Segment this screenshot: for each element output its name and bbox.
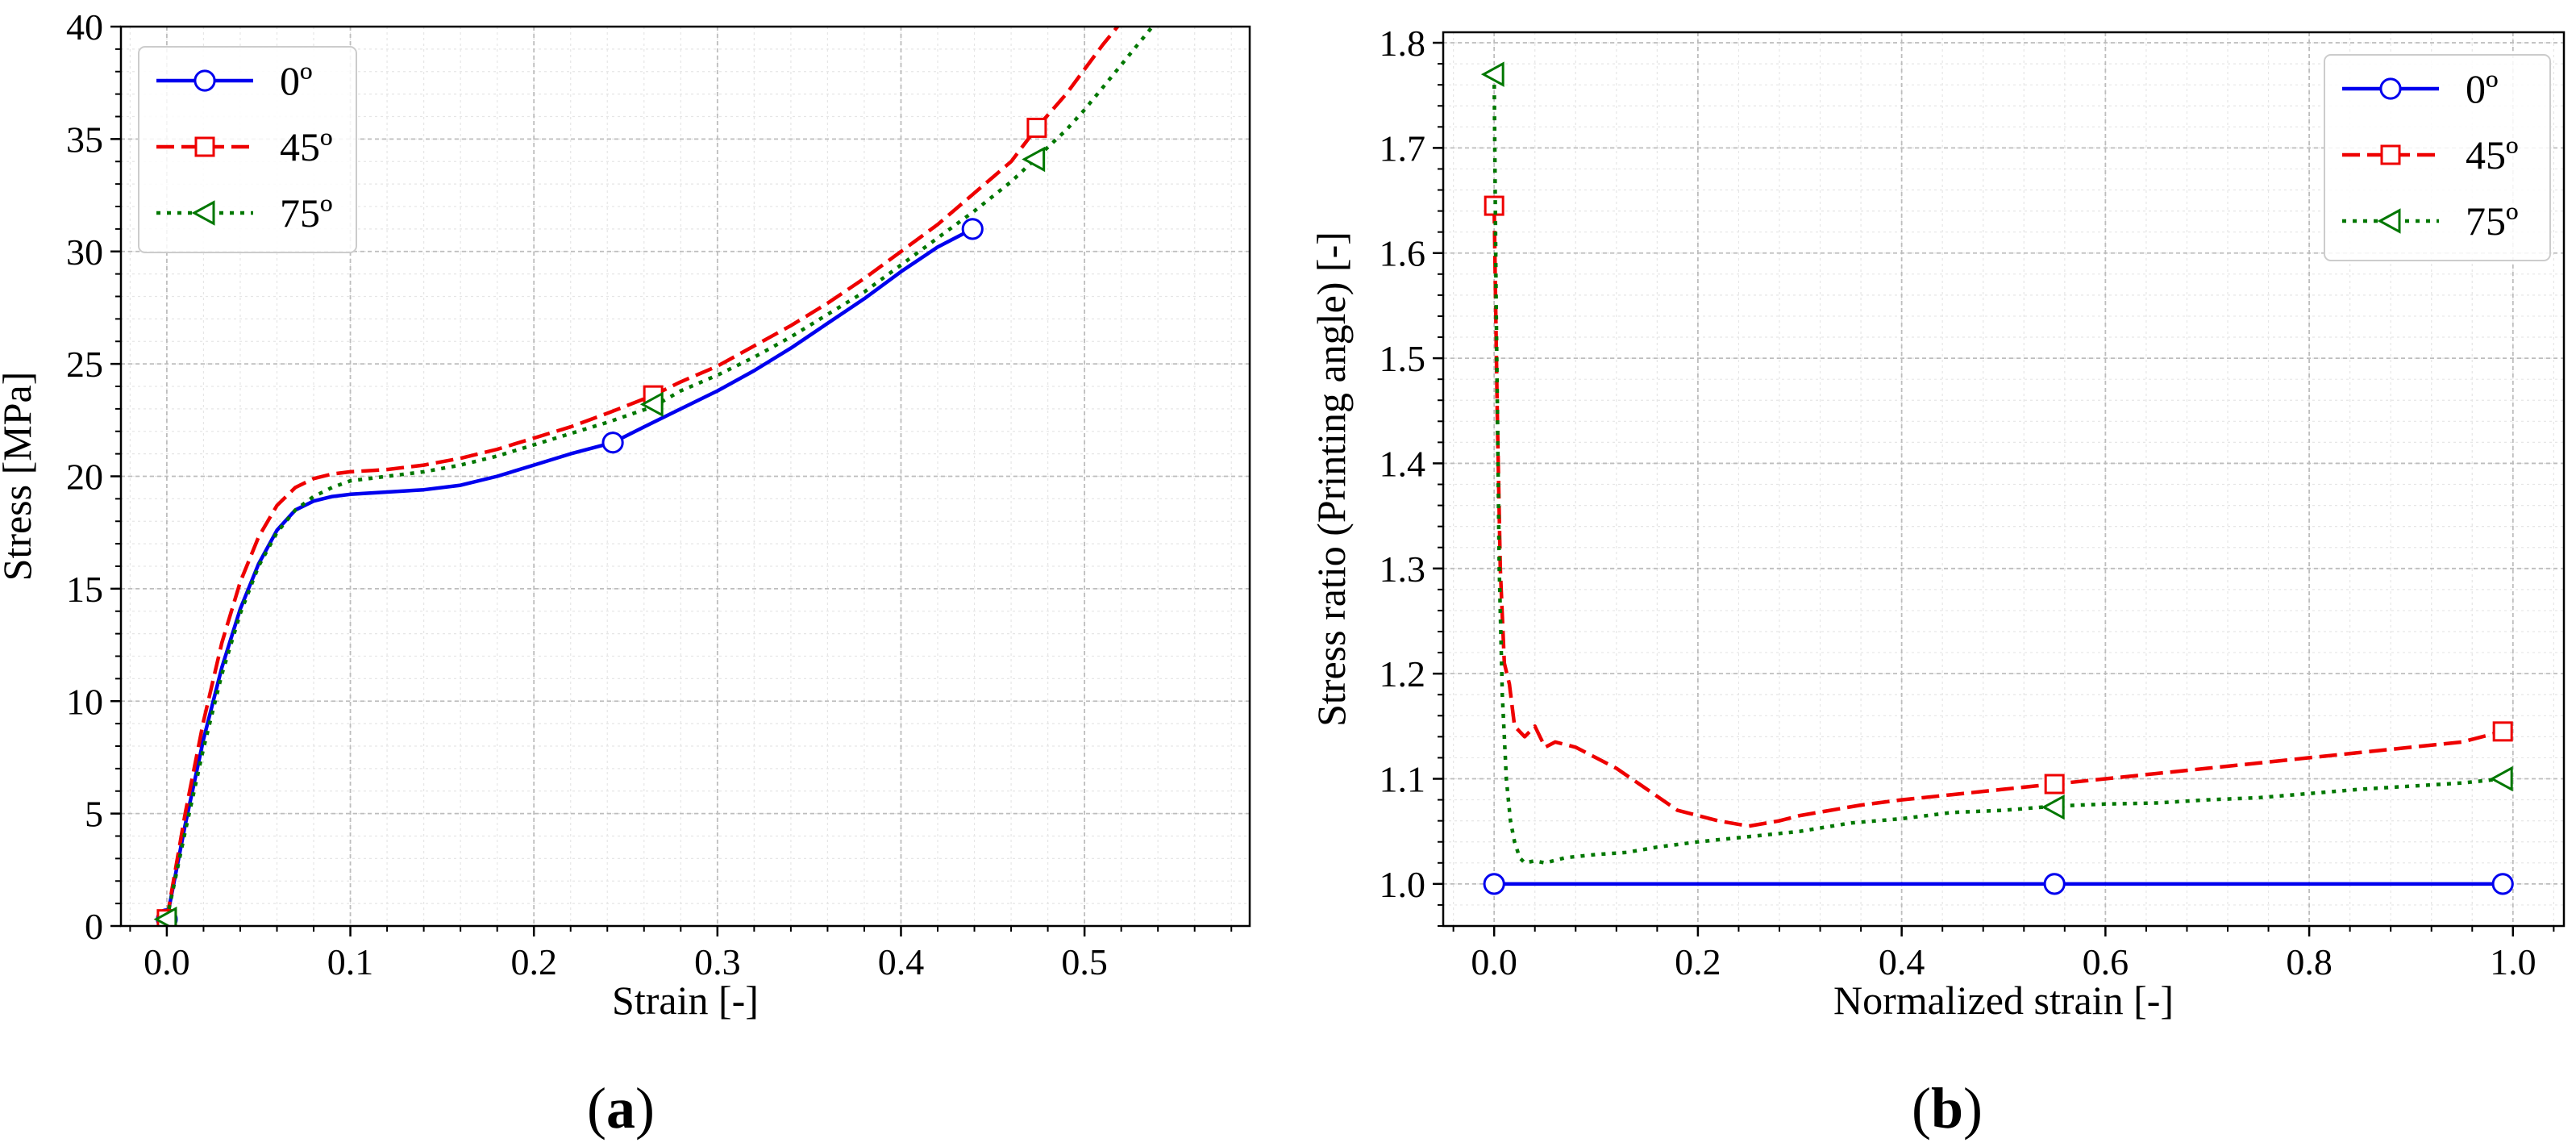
chart-a-x-tick-label: 0.0 xyxy=(144,941,190,982)
chart-b-series-line-75º xyxy=(1492,74,2503,865)
chart-b-x-tick-label: 0.2 xyxy=(1675,941,1721,982)
chart-b-y-tick-label: 1.6 xyxy=(1380,233,1426,274)
chart-a-y-tick-label: 15 xyxy=(66,569,103,610)
chart-a-legend-marker-1 xyxy=(194,136,215,157)
chart-b-y-tick-label: 1.1 xyxy=(1380,759,1426,800)
chart-b-legend-label-1: 45º xyxy=(2466,132,2519,177)
chart-a-marker-0-1 xyxy=(601,432,624,454)
chart-a-legend-box xyxy=(138,46,357,253)
chart-a-legend-label-1: 45º xyxy=(280,124,333,169)
chart-b-series-0 xyxy=(1483,873,2514,895)
chart-b-x-tick-label: 0.6 xyxy=(2083,941,2129,982)
chart-b-y-tick-label: 1.3 xyxy=(1380,548,1426,590)
chart-b-x-ticks: 0.0 0.2 0.4 0.6 0.8 1.0 xyxy=(1452,926,2555,982)
chart-b-marker-0-1 xyxy=(2043,873,2066,895)
chart-a-marker-0-2 xyxy=(961,218,984,240)
chart-a-legend-label-0: 0º xyxy=(280,58,313,103)
chart-b-series-2 xyxy=(1480,61,2513,865)
chart-a-caption-close: ) xyxy=(635,1076,655,1141)
chart-a-x-tick-label: 0.3 xyxy=(694,941,741,982)
chart-b-x-tick-label: 1.0 xyxy=(2490,941,2536,982)
chart-b-x-tick-label: 0.8 xyxy=(2286,941,2333,982)
chart-b-series-line-45º xyxy=(1492,206,2503,828)
chart-a-series-line-0º xyxy=(164,227,974,920)
chart-a-x-tick-label: 0.2 xyxy=(510,941,557,982)
chart-a-legend-marker-2 xyxy=(191,200,215,226)
chart-b-x-axis-label: Normalized strain [-] xyxy=(1833,978,2174,1023)
chart-b-y-tick-label: 1.8 xyxy=(1380,23,1426,64)
chart-b-y-tick-label: 1.5 xyxy=(1380,338,1426,379)
chart-a-y-axis-label: Stress [MPa] xyxy=(0,372,40,582)
chart-a-caption-open: ( xyxy=(587,1076,606,1141)
chart-a-y-tick-label: 20 xyxy=(66,457,103,498)
chart-b-marker-2-2 xyxy=(2489,765,2513,792)
chart-a-marker-1-2 xyxy=(1026,117,1047,138)
chart-a-marker-2-2 xyxy=(1022,146,1046,173)
chart-b-grid xyxy=(1443,32,2564,927)
chart-b-legend-marker-1 xyxy=(2380,144,2401,165)
chart-a-x-axis-label: Strain [-] xyxy=(612,978,759,1023)
chart-b-y-tick-label: 1.7 xyxy=(1380,127,1426,169)
chart-b-legend-marker-2 xyxy=(2377,208,2401,234)
chart-b-marker-2-0 xyxy=(1480,61,1504,87)
chart-a-y-tick-label: 10 xyxy=(66,681,103,722)
chart-a-legend: 0º 45º 75º xyxy=(138,46,357,253)
chart-b-caption: (b) xyxy=(1912,1076,1983,1141)
chart-a-x-ticks: 0.0 0.1 0.2 0.3 0.4 0.5 xyxy=(129,926,1233,982)
chart-a-legend-marker-0 xyxy=(194,69,216,92)
chart-b-axes-frame xyxy=(1442,31,2566,928)
chart-a-series-0 xyxy=(156,218,984,926)
chart-a-y-tick-label: 0 xyxy=(85,906,103,947)
chart-b-legend: 0º 45º 75º xyxy=(2324,54,2551,261)
chart-b-legend-box xyxy=(2324,54,2551,261)
chart-b-y-ticks: 1.0 1.1 1.2 1.3 1.4 1.5 1.6 1.7 1.8 xyxy=(1380,23,1443,927)
chart-b-y-tick-label: 1.2 xyxy=(1380,653,1426,694)
chart-b: 0.0 0.2 0.4 0.6 0.8 1.01.01.11.21.31.41.51.61… xyxy=(1309,23,2566,1141)
chart-b-marker-1-1 xyxy=(2044,774,2065,795)
chart-b-caption-letter: b xyxy=(1931,1076,1963,1141)
chart-a-y-tick-label: 35 xyxy=(66,119,103,160)
chart-b-legend-marker-0 xyxy=(2379,77,2402,100)
chart-b-marker-0-2 xyxy=(2491,873,2514,895)
chart-b-y-tick-label: 1.0 xyxy=(1380,864,1426,905)
chart-b-marker-2-1 xyxy=(2041,794,2065,820)
chart-a-y-ticks: 0 5 10 15 20 25 30 35 40 xyxy=(66,6,121,947)
chart-b-x-tick-label: 0.0 xyxy=(1471,941,1517,982)
chart-a-series-line-45º xyxy=(164,27,1121,920)
chart-a: 0.0 0.1 0.2 0.3 0.4 0.5 0 5 10 15 20 25 30 35 40 Strain… xyxy=(0,6,1251,1141)
chart-a-marker-2-0 xyxy=(153,906,177,926)
chart-b-marker-1-2 xyxy=(2492,721,2513,742)
chart-b-series-1 xyxy=(1484,195,2513,828)
chart-a-caption: (a) xyxy=(587,1076,655,1141)
chart-b-caption-close: ) xyxy=(1963,1076,1983,1141)
chart-b-caption-open: ( xyxy=(1912,1076,1931,1141)
chart-a-series-2 xyxy=(153,27,1155,926)
chart-a-legend-label-2: 75º xyxy=(280,190,333,236)
chart-a-marker-2-1 xyxy=(639,391,664,418)
chart-a-x-tick-label: 0.5 xyxy=(1061,941,1108,982)
chart-a-caption-letter: a xyxy=(606,1076,635,1141)
chart-a-x-tick-label: 0.4 xyxy=(878,941,925,982)
chart-b-legend-label-2: 75º xyxy=(2466,198,2519,244)
chart-b-legend-label-0: 0º xyxy=(2466,66,2499,111)
chart-a-y-tick-label: 40 xyxy=(66,6,103,48)
chart-a-y-tick-label: 25 xyxy=(66,344,103,385)
chart-a-y-tick-label: 30 xyxy=(66,231,103,273)
chart-b-y-tick-label: 1.4 xyxy=(1380,443,1426,484)
chart-b-y-axis-label: Stress ratio (Printing angle) [-] xyxy=(1309,231,1354,727)
chart-b-x-tick-label: 0.4 xyxy=(1879,941,1925,982)
chart-a-x-tick-label: 0.1 xyxy=(327,941,374,982)
chart-a-y-tick-label: 5 xyxy=(85,794,103,835)
chart-b-marker-0-0 xyxy=(1483,873,1505,895)
